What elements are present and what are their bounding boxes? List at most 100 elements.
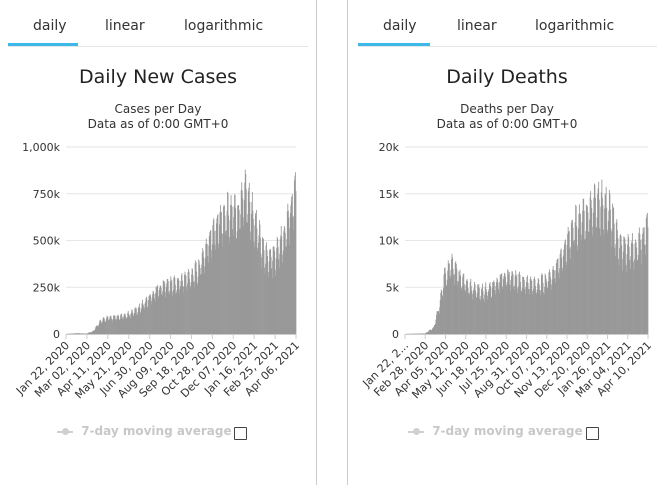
tab-logarithmic[interactable]: logarithmic	[535, 18, 615, 34]
legend-item[interactable]: 7-day moving average	[408, 424, 583, 438]
active-tab-indicator	[358, 43, 430, 46]
bar	[148, 300, 149, 334]
bar	[108, 319, 109, 334]
bar	[199, 267, 201, 334]
bar	[154, 298, 156, 334]
bar	[584, 238, 586, 334]
bar	[107, 316, 109, 334]
bar	[81, 333, 83, 334]
bar	[607, 220, 609, 334]
bar	[106, 318, 107, 334]
bar	[566, 244, 568, 334]
bar	[252, 210, 254, 334]
bar	[146, 296, 147, 334]
bar	[96, 325, 98, 334]
bar	[474, 284, 476, 334]
bar	[254, 225, 256, 334]
bar	[150, 295, 151, 334]
bar	[514, 275, 516, 334]
bar	[128, 313, 130, 334]
bar	[433, 326, 435, 334]
bar	[554, 282, 556, 334]
bar	[544, 273, 546, 334]
bar	[170, 282, 172, 334]
bar	[278, 267, 280, 334]
bar	[537, 283, 539, 334]
legend-item[interactable]: 7-day moving average	[57, 424, 232, 438]
tab-linear[interactable]: linear	[105, 18, 145, 34]
bar	[526, 276, 528, 334]
bar	[465, 285, 467, 334]
deaths-panel: daily linear logarithmic Daily Deaths De…	[347, 0, 667, 485]
bar	[237, 205, 239, 334]
bar	[445, 285, 447, 334]
bar	[575, 204, 577, 334]
tab-logarithmic[interactable]: logarithmic	[184, 18, 264, 34]
bar	[125, 316, 127, 334]
bar	[270, 249, 272, 334]
bar	[220, 211, 222, 334]
tab-daily[interactable]: daily	[383, 18, 417, 34]
bar	[580, 214, 581, 334]
bar	[235, 208, 237, 334]
bar	[242, 217, 244, 334]
bar	[285, 246, 287, 334]
bar	[432, 328, 434, 334]
moving-average-checkbox[interactable]	[586, 427, 599, 440]
bar	[278, 259, 280, 334]
bar	[152, 290, 154, 334]
bar	[629, 260, 631, 334]
bar	[293, 215, 295, 334]
bar	[647, 227, 649, 334]
moving-average-checkbox[interactable]	[234, 427, 247, 440]
bar	[241, 190, 243, 334]
bar	[607, 232, 609, 334]
bar	[160, 288, 162, 334]
bar	[509, 290, 511, 334]
bar	[90, 332, 92, 334]
bar	[429, 329, 431, 334]
bar	[633, 261, 634, 334]
bar	[144, 303, 146, 334]
bar	[558, 272, 559, 334]
bar	[75, 333, 76, 334]
bar	[583, 210, 585, 334]
bar	[638, 232, 640, 334]
bar	[463, 283, 465, 334]
bar	[430, 329, 432, 334]
bar	[188, 271, 190, 334]
bar	[577, 228, 579, 334]
bar	[484, 287, 486, 334]
bar	[151, 297, 153, 334]
bar	[174, 284, 176, 334]
bar	[591, 226, 593, 334]
bar	[192, 275, 194, 334]
bar	[79, 333, 81, 334]
bar	[553, 270, 555, 334]
bar	[194, 281, 196, 334]
bar	[82, 333, 84, 334]
bar	[574, 239, 576, 334]
bar	[245, 188, 247, 334]
bar	[516, 274, 518, 334]
cases-panel: daily linear logarithmic Daily New Cases…	[0, 0, 316, 485]
bar	[233, 217, 235, 334]
bar	[434, 323, 436, 334]
bar	[548, 272, 550, 334]
bar	[639, 240, 641, 334]
bar	[472, 290, 474, 334]
bar	[153, 293, 155, 334]
bar	[273, 246, 275, 334]
tab-daily[interactable]: daily	[33, 18, 67, 34]
bar	[266, 250, 268, 334]
bar	[181, 275, 182, 334]
bar	[459, 275, 460, 334]
bar	[563, 244, 565, 334]
bar	[424, 333, 426, 334]
bar	[224, 205, 225, 334]
chart-subtitle-date: Data as of 0:00 GMT+0	[87, 117, 229, 131]
bar	[431, 329, 433, 334]
tab-linear[interactable]: linear	[457, 18, 497, 34]
bar	[287, 210, 289, 334]
